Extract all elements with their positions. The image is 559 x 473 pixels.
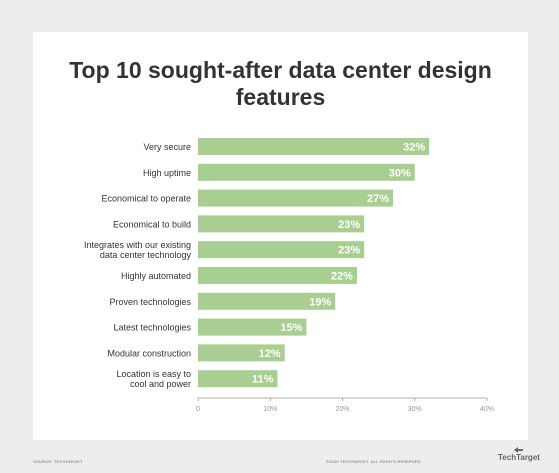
bar-5 [198,241,365,259]
category-label-6: Highly automated [121,271,191,281]
category-label-1: Very secure [143,142,191,152]
bar-9 [198,344,285,362]
bar-value-label-5: 23% [338,245,360,257]
techtarget-logo-icon [514,447,523,453]
bar-4 [198,215,365,233]
category-label-3: Economical to operate [101,194,191,204]
x-tick-label-1: 10% [263,406,277,413]
bar-8 [198,318,307,336]
x-tick-label-3: 30% [408,406,422,413]
bar-value-label-8: 15% [280,322,302,334]
bar-value-label-6: 22% [331,271,353,283]
chart-title: Top 10 sought-after data center design f… [69,57,492,110]
bar-6 [198,267,357,284]
bar-10 [198,370,278,388]
copyright-note: ©2019 TECHTARGET. ALL RIGHTS RESERVED [326,459,421,464]
bar-value-label-3: 27% [367,193,389,205]
bar-value-label-9: 12% [259,348,281,360]
bar-value-label-7: 19% [309,296,331,308]
bar-value-label-10: 11% [252,374,274,386]
x-axis: 0 10% 20% 30% 40% [196,397,494,413]
techtarget-logo: TechTarget [498,453,540,462]
bar-7 [198,292,336,310]
x-tick-label-0: 0 [196,406,200,413]
category-label-2: High uptime [143,168,191,178]
category-labels-group: Very secure High uptime Economical to oper… [84,142,192,389]
category-label-4: Economical to build [113,219,191,229]
source-note: SOURCE: TECHTARGET [33,459,83,464]
bar-value-label-4: 23% [338,219,360,231]
bars-group: 32% 30% 27% 23% 23% 22% 19% 15% 12% 11% [198,138,430,388]
x-tick-label-2: 20% [335,406,349,413]
bar-3 [198,189,394,207]
x-tick-label-4: 40% [480,406,494,413]
category-label-9: Modular construction [107,348,191,358]
bar-value-label-1: 32% [403,142,425,154]
bar-2 [198,163,415,181]
bar-1 [198,138,430,155]
bar-value-label-2: 30% [389,167,411,179]
category-label-5: Integrates with our existing data center … [84,240,192,260]
category-label-8: Latest technologies [113,323,191,333]
chart-card [33,32,528,440]
category-label-7: Proven technologies [109,297,191,307]
category-label-10: Location is easy to cool and power [116,369,191,389]
